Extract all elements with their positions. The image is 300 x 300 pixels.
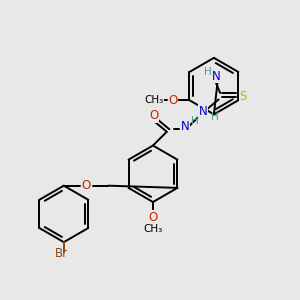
Text: H: H	[191, 116, 199, 126]
Text: O: O	[82, 179, 91, 192]
Text: CH₃: CH₃	[143, 224, 163, 234]
Text: O: O	[169, 94, 178, 107]
Text: Br: Br	[55, 247, 68, 260]
Text: N: N	[212, 70, 221, 83]
Text: N: N	[180, 120, 189, 133]
Text: S: S	[239, 90, 247, 103]
Text: N: N	[199, 105, 208, 118]
Text: H: H	[211, 112, 218, 122]
Text: H: H	[204, 67, 212, 76]
Text: CH₃: CH₃	[144, 95, 164, 105]
Text: O: O	[148, 211, 158, 224]
Text: O: O	[149, 109, 158, 122]
